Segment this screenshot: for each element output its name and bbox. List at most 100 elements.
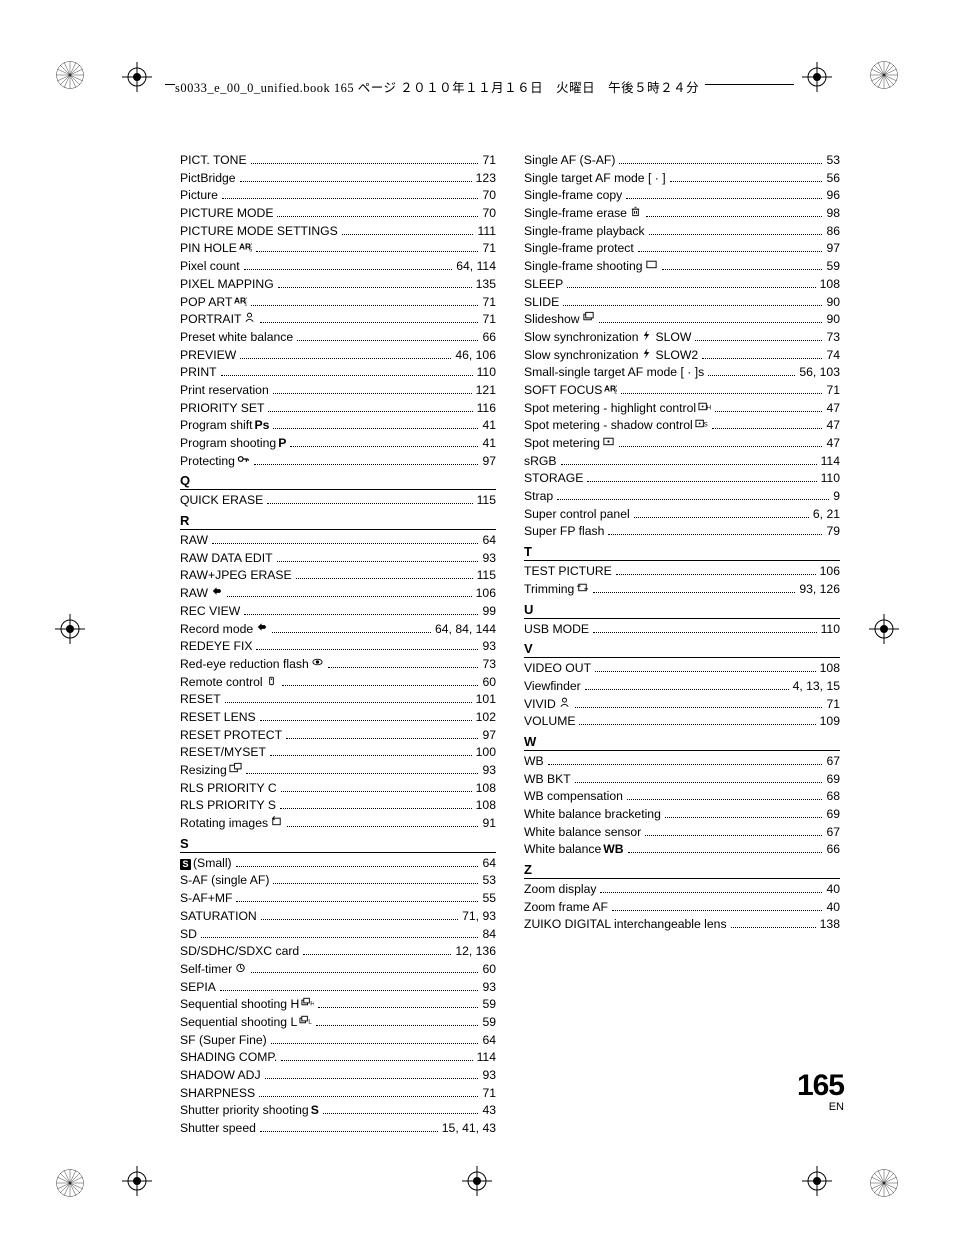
index-entry: STORAGE110: [524, 470, 840, 488]
index-entry-page: 90: [826, 311, 840, 329]
index-entry-label: REDEYE FIX: [180, 638, 252, 656]
index-entry-page: 68: [826, 788, 840, 806]
index-entry-page: 114: [477, 1049, 496, 1067]
index-entry-label: PORTRAIT: [180, 311, 256, 329]
index-entry-leader: [254, 464, 479, 465]
index-entry-leader: [286, 738, 478, 739]
index-entry-page: 110: [821, 470, 840, 488]
index-entry-page: 60: [482, 961, 496, 979]
index-entry-page: 56, 103: [799, 364, 840, 382]
index-entry-leader: [634, 517, 809, 518]
cross-mark-icon: [122, 62, 152, 92]
index-entry-label: Trimming: [524, 581, 589, 599]
index-entry-page: 97: [826, 240, 840, 258]
index-entry-leader: [297, 340, 478, 341]
index-entry-leader: [222, 198, 479, 199]
index-entry: Program shift Ps41: [180, 417, 496, 435]
index-entry-leader: [201, 937, 479, 938]
index-entry: QUICK ERASE115: [180, 492, 496, 510]
index-entry-page: 98: [826, 205, 840, 223]
index-entry: S-AF+MF55: [180, 890, 496, 908]
index-entry-page: 6, 21: [813, 506, 840, 524]
index-entry-leader: [563, 305, 822, 306]
index-section-head: V: [524, 641, 840, 658]
index-entry-label: PICTURE MODE: [180, 205, 273, 223]
index-entry-page: 12, 136: [455, 943, 496, 961]
index-entry: PRIORITY SET116: [180, 400, 496, 418]
index-entry-page: 109: [820, 713, 840, 731]
index-entry-leader: [260, 720, 472, 721]
index-entry-page: 67: [826, 753, 840, 771]
index-entry-label: SLIDE: [524, 294, 559, 312]
index-entry-page: 71, 93: [462, 908, 496, 926]
index-entry-leader: [702, 358, 822, 359]
index-entry: Program shooting P41: [180, 435, 496, 453]
index-entry-page: 111: [477, 223, 496, 241]
index-entry-label: Zoom display: [524, 881, 596, 899]
index-entry-label: Small-single target AF mode [ · ]s: [524, 364, 704, 382]
index-entry-label: Single target AF mode [ · ]: [524, 170, 666, 188]
index-entry-leader: [731, 927, 816, 928]
index-entry-page: 93: [482, 762, 496, 780]
index-entry-label: Super control panel: [524, 506, 630, 524]
index-entry: Slow synchronization SLOW274: [524, 347, 840, 365]
index-entry-leader: [342, 234, 474, 235]
index-entry-leader: [323, 1113, 479, 1114]
index-entry: SHADING COMP.114: [180, 1049, 496, 1067]
index-entry-label: RAW: [180, 585, 223, 603]
index-entry-leader: [256, 649, 478, 650]
index-entry-leader: [303, 954, 451, 955]
index-entry-label: PREVIEW: [180, 347, 236, 365]
index-entry: Zoom display40: [524, 881, 840, 899]
index-entry-leader: [715, 411, 822, 412]
index-entry-page: 100: [476, 744, 496, 762]
index-entry-label: VIVID: [524, 696, 571, 714]
index-entry-label: Sequential shooting L L: [180, 1014, 312, 1032]
index-entry-leader: [280, 808, 472, 809]
index-entry-leader: [273, 393, 472, 394]
index-entry-leader: [290, 446, 478, 447]
index-entry: RAW+JPEG ERASE115: [180, 567, 496, 585]
index-entry-leader: [575, 707, 823, 708]
index-entry-page: 71: [482, 311, 496, 329]
index-entry-page: 53: [826, 152, 840, 170]
index-entry-page: 47: [826, 400, 840, 418]
index-entry: Zoom frame AF40: [524, 899, 840, 917]
index-entry: Spot metering - shadow control SH47: [524, 417, 840, 435]
index-entry-page: 70: [482, 187, 496, 205]
index-entry-leader: [628, 852, 823, 853]
index-entry-page: 96: [826, 187, 840, 205]
index-entry: VIDEO OUT108: [524, 660, 840, 678]
index-entry-page: 55: [482, 890, 496, 908]
index-entry-page: 74: [826, 347, 840, 365]
index-entry-page: 64, 114: [456, 258, 496, 276]
index-entry: PRINT110: [180, 364, 496, 382]
index-entry-leader: [270, 755, 472, 756]
index-entry-label: White balance WB: [524, 841, 624, 859]
index-entry-page: 4, 13, 15: [793, 678, 840, 696]
page-number: 165: [797, 1069, 844, 1103]
index-entry-leader: [587, 481, 816, 482]
index-content: PICT. TONE71PictBridge123Picture70PICTUR…: [180, 152, 840, 1138]
index-entry-label: RESET: [180, 691, 221, 709]
index-entry-leader: [328, 667, 479, 668]
index-entry: RAW DATA EDIT93: [180, 550, 496, 568]
index-entry-page: 41: [482, 417, 496, 435]
index-entry-label: PictBridge: [180, 170, 236, 188]
index-entry-page: 64: [482, 532, 496, 550]
index-entry: Rotating images 91: [180, 815, 496, 833]
index-entry-label: Single-frame copy: [524, 187, 622, 205]
index-entry-label: PICT. TONE: [180, 152, 247, 170]
index-entry: PREVIEW46, 106: [180, 347, 496, 365]
index-entry-label: Strap: [524, 488, 553, 506]
index-entry-page: 108: [820, 660, 840, 678]
index-entry-leader: [619, 446, 823, 447]
index-entry-page: 93, 126: [799, 581, 840, 599]
index-entry-label: SATURATION: [180, 908, 257, 926]
cross-mark-icon: [802, 62, 832, 92]
index-entry-leader: [246, 773, 479, 774]
index-entry: Single target AF mode [ · ]56: [524, 170, 840, 188]
index-entry: Trimming 93, 126: [524, 581, 840, 599]
index-entry-page: 71: [482, 240, 496, 258]
index-entry-page: 66: [826, 841, 840, 859]
